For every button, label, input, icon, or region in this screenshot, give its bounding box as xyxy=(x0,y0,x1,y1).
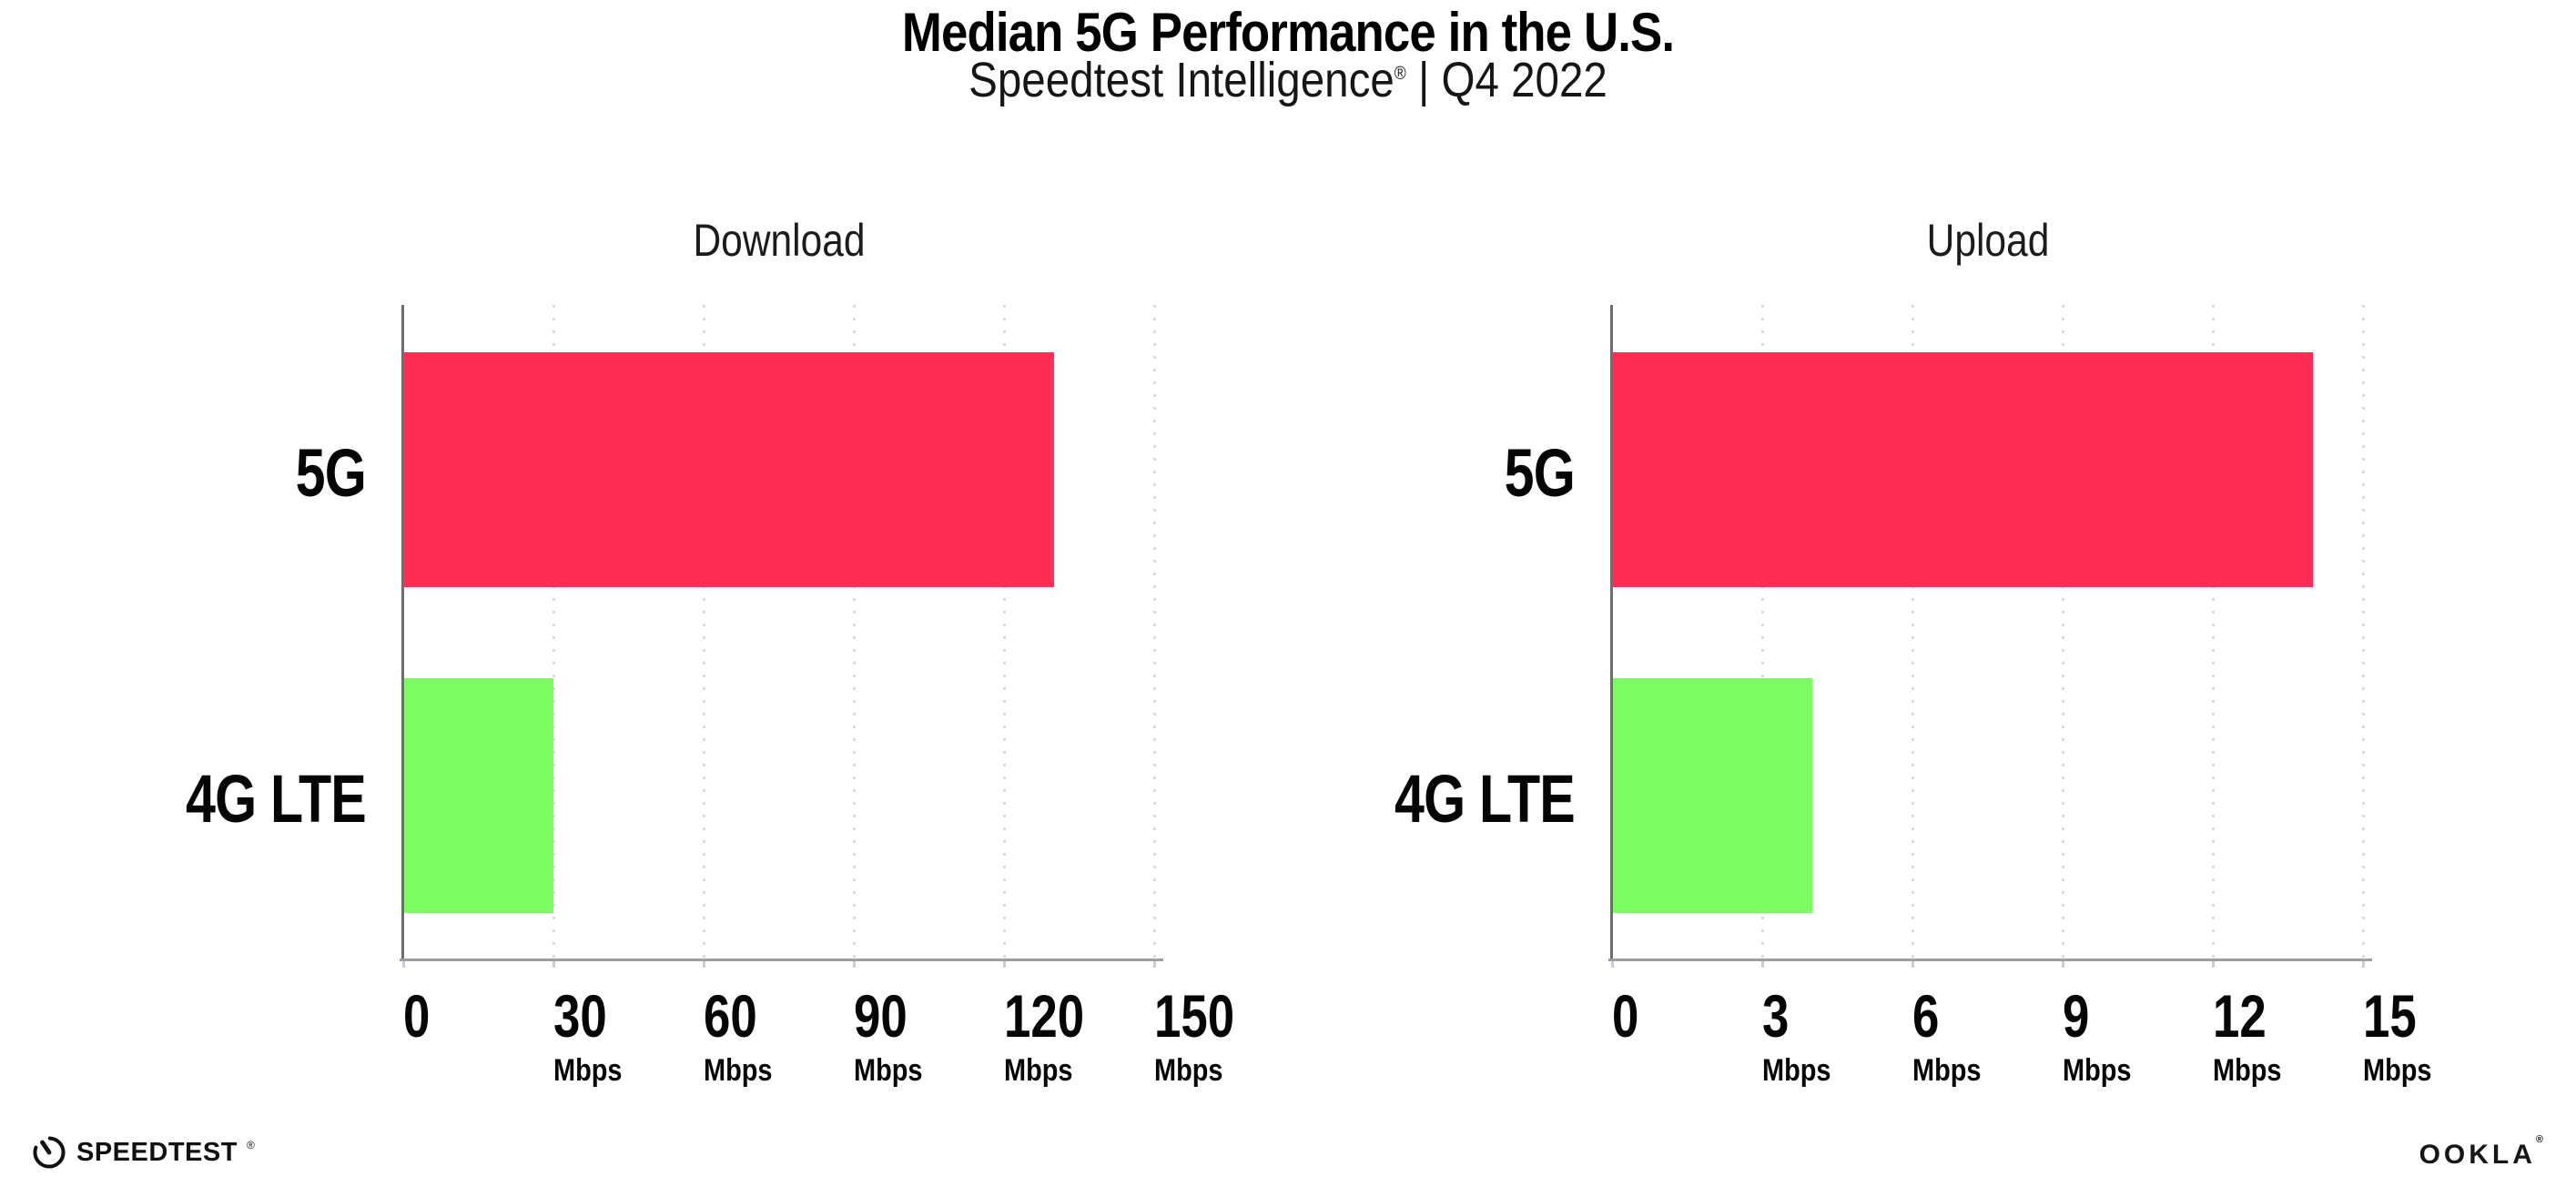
speedtest-logo: SPEEDTEST ® xyxy=(31,1134,255,1171)
gridline-12 xyxy=(2212,305,2215,959)
tick-mark xyxy=(402,961,405,968)
tick-mark xyxy=(2212,961,2215,968)
ookla-logo: OOKLA® xyxy=(2419,1134,2543,1171)
gridline-15 xyxy=(2362,305,2365,959)
chart-title-upload: Upload xyxy=(1926,215,2049,266)
subtitle-brand: Speedtest Intelligence xyxy=(969,53,1394,107)
gridline-9 xyxy=(2062,305,2064,959)
y-axis-line xyxy=(401,305,404,960)
speedtest-registered-mark: ® xyxy=(246,1139,255,1151)
gridline-3 xyxy=(1761,305,1764,959)
page-title: Median 5G Performance in the U.S. xyxy=(901,2,1675,63)
gridline-120 xyxy=(1003,305,1006,959)
tick-mark xyxy=(1611,961,1614,968)
category-label-4g-lte: 4G LTE xyxy=(1394,761,1576,837)
bar-5g-upload xyxy=(1612,352,2313,587)
gridline-60 xyxy=(703,305,705,959)
ookla-logo-text: OOKLA xyxy=(2419,1140,2536,1170)
download-plot-area xyxy=(403,305,1156,959)
category-label-4g-lte: 4G LTE xyxy=(185,761,367,837)
gridline-90 xyxy=(853,305,856,959)
tick-mark xyxy=(1761,961,1764,968)
category-label-5g: 5G xyxy=(295,435,367,511)
speedtest-gauge-icon xyxy=(33,1136,66,1169)
tick-mark xyxy=(1153,961,1156,968)
tick-mark xyxy=(1003,961,1006,968)
upload-plot-area xyxy=(1612,305,2365,959)
gridline-150 xyxy=(1153,305,1156,959)
x-axis-line xyxy=(1608,959,2372,961)
tick-mark xyxy=(2362,961,2365,968)
tick-mark xyxy=(853,961,856,968)
bar-5g-download xyxy=(403,352,1054,587)
tick-mark xyxy=(2062,961,2064,968)
tick-mark xyxy=(553,961,555,968)
tick-mark xyxy=(703,961,705,968)
chart-title-download: Download xyxy=(692,215,866,266)
bar-4g-lte-download xyxy=(403,678,553,913)
tick-mark xyxy=(1912,961,1914,968)
bar-4g-lte-upload xyxy=(1612,678,1812,913)
speedtest-logo-text: SPEEDTEST xyxy=(76,1137,238,1167)
y-axis-line xyxy=(1610,305,1613,960)
registered-trademark-icon: ® xyxy=(1394,64,1406,84)
ookla-registered-mark: ® xyxy=(2535,1134,2543,1145)
gridline-6 xyxy=(1912,305,1914,959)
x-axis-line xyxy=(400,959,1163,961)
page-subtitle: Speedtest Intelligence® | Q4 2022 xyxy=(969,53,1607,107)
category-label-5g: 5G xyxy=(1504,435,1576,511)
subtitle-period: | Q4 2022 xyxy=(1405,53,1607,107)
gridline-30 xyxy=(553,305,555,959)
